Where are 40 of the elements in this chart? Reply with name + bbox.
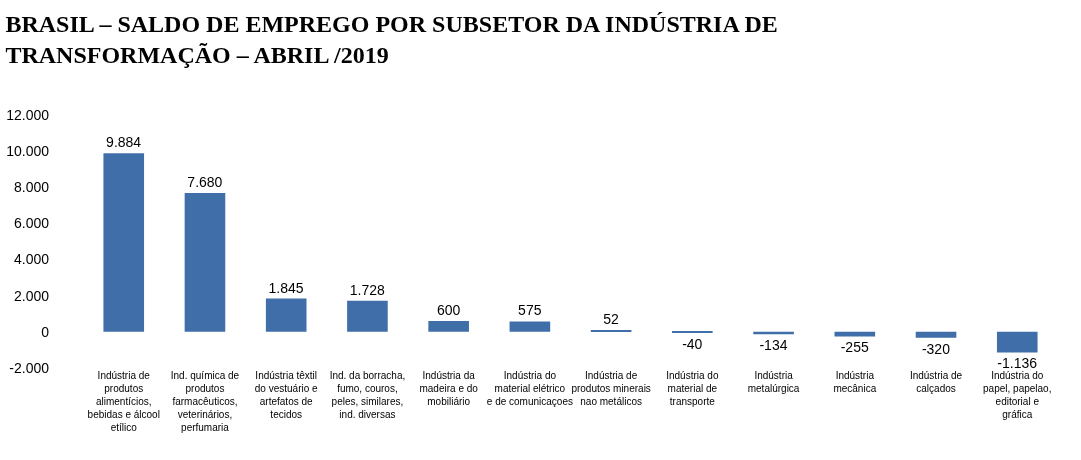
x-tick-label: Indústria do papel, papelao, editorial e gráfica [983,370,1052,420]
data-label: 52 [603,311,620,327]
y-tick-label: 12.000 [6,106,50,123]
data-label: 575 [518,302,542,319]
x-tick-label: Indústria de produtos alimentícios, bebidas e álcool etílico [87,370,160,433]
data-label: 1.728 [349,281,386,298]
x-tick-label: Indústria mecânica [833,370,877,394]
data-label: -40 [682,336,703,352]
y-tick-label: 10.000 [6,143,50,160]
bar [184,193,226,332]
bar [915,331,957,338]
x-tick-label: Indústria metalúrgica [747,370,800,394]
x-tick-label: Ind. química de produtos farmacêuticos, veterinários, perfumaria [170,370,240,433]
data-label: 1.845 [268,279,304,296]
y-tick-label: 2.000 [13,287,50,304]
y-tick-label: 6.000 [13,215,50,232]
data-label: -1.136 [997,355,1038,372]
chart-title: BRASIL – SALDO DE EMPREGO POR SUBSETOR DA INDÚSTRIA DE TRANSFORMAÇÃO – ABRIL /2019 [5,11,778,69]
x-tick-label: Ind. da borracha, fumo, couros, peles, similares, ind. diversas [329,370,406,420]
y-tick-label: 8.000 [13,179,50,196]
y-tick-label: 4.000 [13,251,50,268]
y-tick-label: 0 [41,323,50,340]
x-tick-label: Indústria do material de transporte [666,370,719,407]
data-label: 600 [436,302,461,319]
x-tick-label: Indústria de calçados [909,370,963,394]
bar [103,153,145,332]
x-tick-label: Indústria têxtil do vestuário e artefatos de tecidos [254,370,319,420]
data-label: 9.884 [106,134,142,151]
bar [347,300,388,332]
data-label: 7.680 [187,174,223,191]
bar [996,331,1038,353]
data-label: -255 [840,339,869,356]
x-tick-label: Indústria do material elétrico e de comunicaçoes [486,370,573,407]
y-tick-label: -2.000 [9,359,50,376]
data-label: -134 [759,337,788,354]
bar [428,321,469,332]
data-label: -320 [921,340,951,357]
bar [509,321,551,332]
x-tick-label: Indústria da madeira e do mobiliário [419,370,479,407]
bar [265,298,307,332]
